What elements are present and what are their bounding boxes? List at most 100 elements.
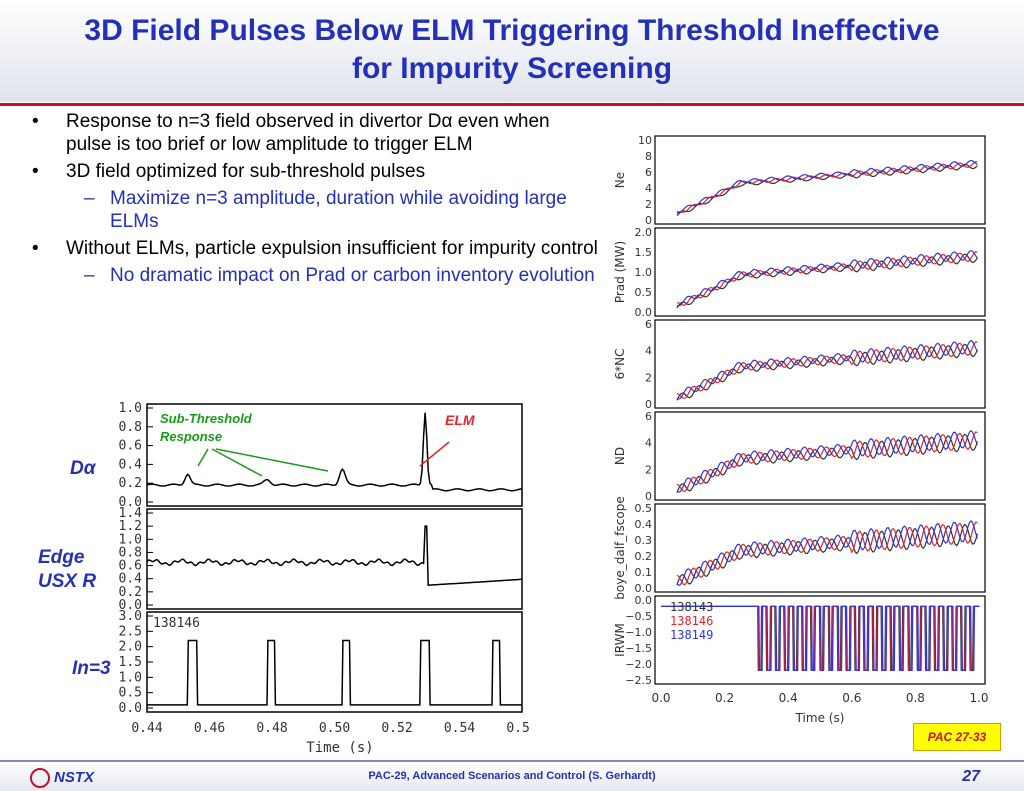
y-tick-label: 1.5 xyxy=(635,246,653,259)
y-tick-label: 0 xyxy=(645,398,652,411)
y-axis-label: Ne xyxy=(613,172,627,188)
sub-threshold-annotation: Sub-Threshold Response xyxy=(160,411,252,444)
y-tick-label: 0.4 xyxy=(119,572,143,587)
y-tick-label: 2 xyxy=(645,198,652,211)
series-line xyxy=(676,523,978,586)
y-tick-label: 2 xyxy=(645,371,652,384)
y-tick-label: 6 xyxy=(645,318,652,331)
y-tick-label: 4 xyxy=(645,437,652,450)
series-line xyxy=(676,249,978,307)
right-subplot-frame xyxy=(654,595,986,685)
y-tick-label: 6 xyxy=(645,166,652,179)
right-subplot-frame xyxy=(654,411,986,501)
y-tick-label: 0.0 xyxy=(635,594,653,607)
y-tick-label: 0.2 xyxy=(119,585,142,600)
edge-usxr-label: Edge USX R xyxy=(38,547,97,592)
series-line xyxy=(676,341,978,399)
sub-bullet-text: Maximize n=3 amplitude, duration while a… xyxy=(110,188,567,232)
i-n3-label: In=3 xyxy=(72,658,111,679)
elm-annotation: ELM xyxy=(445,412,475,428)
y-tick-label: 0.5 xyxy=(635,502,653,515)
y-tick-label: 0.6 xyxy=(119,559,142,574)
y-tick-label: 6 xyxy=(645,410,652,423)
irwm-series-line xyxy=(662,605,980,671)
left-figure: 1.00.80.60.40.20.01.41.21.00.80.60.40.20… xyxy=(119,401,530,756)
left-x-label: Time (s) xyxy=(306,740,373,756)
y-tick-label: 0.0 xyxy=(119,495,142,510)
x-tick-label: 1.0 xyxy=(969,691,988,705)
y-tick-label: 0.0 xyxy=(119,701,142,716)
shot-label: 138146 xyxy=(153,616,200,631)
sub-bullet-text: No dramatic impact on Prad or carbon inv… xyxy=(110,265,595,286)
x-tick-label: 0.2 xyxy=(715,691,734,705)
y-tick-label: 4 xyxy=(645,345,652,358)
x-tick-label: 0.50 xyxy=(319,721,350,736)
y-tick-label: 4 xyxy=(645,182,652,195)
y-tick-label: 1.0 xyxy=(119,532,142,547)
logo-circle-icon xyxy=(30,768,50,788)
x-tick-label: 0.6 xyxy=(842,691,861,705)
bullet-item: • Without ELMs, particle expulsion insuff… xyxy=(32,238,598,259)
legend-entry: 138146 xyxy=(670,614,713,628)
right-figure: 10 8 6 4 2 0 Ne 2.0 1.5 1.0 0.5 0.0 Prad (MW) 6 4 2 0 6*N… xyxy=(613,134,989,725)
y-tick-label: 0.3 xyxy=(635,534,653,547)
y-tick-label: 0.4 xyxy=(635,518,653,531)
title-bar xyxy=(0,0,1024,102)
sub-bullet-item: – Maximize n=3 amplitude, duration while … xyxy=(84,188,567,232)
x-tick-label: 0.52 xyxy=(381,721,412,736)
left-panel-top xyxy=(146,403,523,507)
y-tick-label: 1.0 xyxy=(635,266,653,279)
y-axis-label: Prad (MW) xyxy=(613,241,627,303)
x-tick-label: 0.56 xyxy=(506,721,530,736)
edge-usxr-trace xyxy=(146,525,523,586)
legend-entry: 138149 xyxy=(670,628,713,642)
d-alpha-label: Dα xyxy=(70,458,96,479)
title-line-1: 3D Field Pulses Below ELM Triggering Thr… xyxy=(84,14,940,47)
i-n3-trace xyxy=(147,639,522,706)
y-axis-label: IRWM xyxy=(613,623,627,657)
bullet-text: Without ELMs, particle expulsion insuffi… xyxy=(66,238,598,259)
right-subplot-frame xyxy=(654,227,986,317)
x-tick-label: 0.54 xyxy=(444,721,475,736)
left-panel-bot xyxy=(146,611,523,713)
bullet-text: 3D field optimized for sub-threshold pul… xyxy=(66,161,426,182)
sub-bullet-item: – No dramatic impact on Prad or carbon in… xyxy=(84,265,595,286)
series-line xyxy=(676,161,978,213)
y-tick-label: 8 xyxy=(645,150,652,163)
y-tick-label: −2.0 xyxy=(625,658,652,671)
series-line xyxy=(676,433,978,493)
x-tick-label: 0.4 xyxy=(779,691,798,705)
left-panel-mid xyxy=(146,508,523,610)
legend-entry: 138143 xyxy=(670,600,713,614)
y-tick-label: 2 xyxy=(645,463,652,476)
x-tick-label: 0.8 xyxy=(906,691,925,705)
right-subplot-frame xyxy=(654,135,986,225)
x-tick-label: 0.44 xyxy=(131,721,162,736)
y-tick-label: −2.5 xyxy=(625,674,652,687)
series-line xyxy=(676,429,978,493)
y-tick-label: 0.1 xyxy=(635,566,653,579)
y-tick-label: 0 xyxy=(645,490,652,503)
right-subplot-frame xyxy=(654,319,986,409)
bullet-text: Response to n=3 field observed in divert… xyxy=(66,111,550,155)
y-tick-label: 1.4 xyxy=(119,506,143,521)
x-tick-label: 0.48 xyxy=(256,721,287,736)
y-axis-label: ND xyxy=(613,447,627,465)
y-tick-label: 0.6 xyxy=(119,439,142,454)
y-tick-label: −1.0 xyxy=(625,626,652,639)
y-tick-label: 1.0 xyxy=(119,670,142,685)
right-subplot-frame xyxy=(654,503,986,593)
title-divider xyxy=(0,103,1024,106)
y-tick-label: −0.5 xyxy=(625,610,652,623)
y-tick-label: 1.2 xyxy=(119,519,142,534)
bullet-item: • 3D field optimized for sub-threshold pu… xyxy=(32,161,426,182)
y-tick-label: 0.8 xyxy=(119,545,142,560)
right-x-label: Time (s) xyxy=(795,711,845,725)
series-line xyxy=(676,163,978,217)
y-tick-label: 2.5 xyxy=(119,624,142,639)
y-tick-label: 0.2 xyxy=(635,550,653,563)
y-axis-label: boye_dalf_fscope xyxy=(613,496,627,599)
y-tick-label: 1.0 xyxy=(119,401,142,416)
y-tick-label: 2.0 xyxy=(119,640,142,655)
page-number: 27 xyxy=(962,768,980,785)
